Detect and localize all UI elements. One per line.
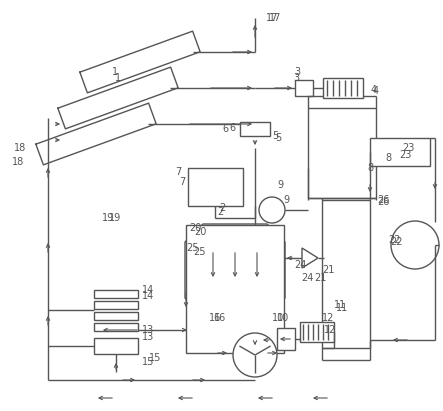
Polygon shape: [185, 224, 285, 316]
Text: 3: 3: [293, 73, 299, 83]
Text: 4: 4: [371, 85, 377, 95]
Text: 26: 26: [377, 195, 389, 205]
Text: 23: 23: [402, 143, 414, 153]
Circle shape: [259, 197, 285, 223]
Text: 25: 25: [194, 247, 206, 257]
Text: 18: 18: [12, 157, 24, 167]
Bar: [186, 225, 284, 353]
Bar: [370, 138, 430, 166]
Text: 12: 12: [322, 313, 334, 323]
Text: 21: 21: [314, 273, 326, 283]
Bar: [295, 80, 313, 96]
Text: 4: 4: [373, 86, 379, 96]
Text: 19: 19: [109, 213, 121, 223]
Bar: [94, 323, 138, 331]
Bar: [322, 200, 370, 348]
Text: 16: 16: [209, 313, 221, 323]
Text: 15: 15: [149, 353, 161, 363]
Text: 17: 17: [266, 13, 278, 23]
Text: 7: 7: [179, 177, 185, 187]
Text: 10: 10: [272, 313, 284, 323]
Bar: [308, 108, 376, 198]
Text: 23: 23: [399, 150, 411, 160]
Text: 8: 8: [367, 163, 373, 173]
Bar: [94, 301, 138, 309]
Text: 5: 5: [275, 133, 281, 143]
Circle shape: [391, 221, 439, 269]
Text: 24: 24: [294, 260, 306, 270]
Text: 11: 11: [334, 300, 346, 310]
Text: 13: 13: [142, 332, 154, 342]
Text: 26: 26: [377, 197, 389, 207]
Circle shape: [233, 333, 277, 377]
Text: 2: 2: [217, 207, 223, 217]
Text: 10: 10: [277, 313, 289, 323]
Text: 17: 17: [269, 13, 281, 23]
Polygon shape: [302, 248, 318, 268]
Bar: [240, 122, 270, 136]
Text: 24: 24: [301, 273, 313, 283]
Text: 14: 14: [142, 291, 154, 301]
Text: 20: 20: [194, 227, 206, 237]
Bar: [188, 168, 243, 206]
Text: 9: 9: [277, 180, 283, 190]
Text: 22: 22: [391, 237, 403, 247]
Text: 22: 22: [389, 235, 401, 245]
Text: 7: 7: [175, 167, 181, 177]
Text: 9: 9: [283, 195, 289, 205]
Text: 16: 16: [214, 313, 226, 323]
Text: 1: 1: [115, 73, 121, 83]
Text: 18: 18: [14, 143, 26, 153]
Text: 5: 5: [272, 131, 278, 141]
Text: 11: 11: [336, 303, 348, 313]
Text: 12: 12: [324, 325, 336, 335]
Text: 15: 15: [142, 357, 154, 367]
Text: 1: 1: [112, 67, 118, 77]
Text: 3: 3: [294, 67, 300, 77]
Text: 6: 6: [222, 124, 228, 134]
Text: 8: 8: [385, 153, 391, 163]
Bar: [94, 338, 138, 354]
Text: 19: 19: [102, 213, 114, 223]
Bar: [94, 290, 138, 298]
Text: 21: 21: [322, 265, 334, 275]
Text: 13: 13: [142, 325, 154, 335]
Text: 20: 20: [189, 223, 201, 233]
Bar: [323, 78, 363, 98]
Text: 14: 14: [142, 285, 154, 295]
Bar: [94, 312, 138, 320]
Text: 25: 25: [187, 243, 199, 253]
Bar: [277, 328, 295, 350]
Bar: [300, 322, 334, 342]
Text: 6: 6: [229, 123, 235, 133]
Text: 2: 2: [219, 203, 225, 213]
